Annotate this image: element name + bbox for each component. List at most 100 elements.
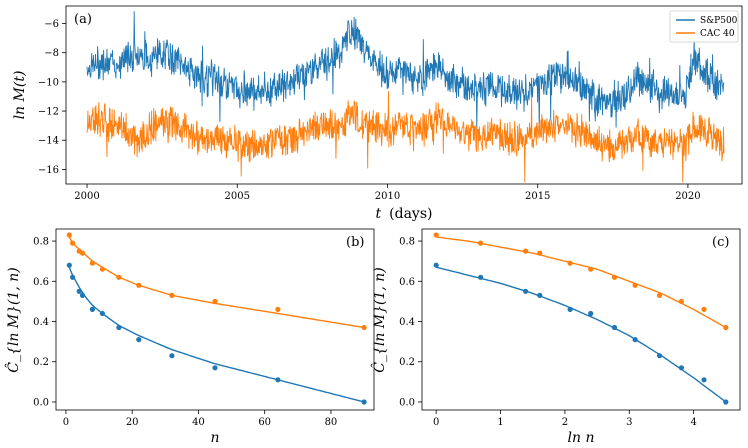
data-point-sp500 — [76, 288, 82, 294]
x-tick-label: 40 — [192, 417, 205, 428]
x-tick-label: 1 — [497, 417, 503, 428]
data-point-cac40 — [212, 298, 218, 304]
x-tick-label: 3 — [626, 417, 632, 428]
data-point-sp500 — [656, 353, 663, 359]
data-point-sp500 — [66, 262, 72, 268]
panel-b-label: (b) — [346, 235, 364, 250]
y-tick-label: 0.2 — [33, 357, 49, 368]
y-tick-label: 0.2 — [399, 357, 415, 368]
data-point-sp500 — [70, 274, 76, 280]
data-point-cac40 — [537, 250, 543, 256]
panel-b-y-label: Ĉ_{ln M}(1, n) — [4, 267, 22, 373]
data-point-sp500 — [723, 399, 729, 405]
data-point-sp500 — [212, 365, 218, 371]
x-tick-label: 2005 — [225, 191, 250, 202]
data-point-sp500 — [89, 306, 95, 312]
panel-a-y-label: ln M(t) — [12, 71, 28, 120]
x-tick-label: 2020 — [675, 191, 700, 202]
data-point-cac40 — [523, 248, 529, 254]
panel-c-correlation-vs-ln-n: 0 1 2 3 4 0.0 0.2 0.4 0.6 0.8 (c) ln n Ĉ_{ln M}(… — [370, 228, 741, 446]
x-tick-label: 0 — [63, 417, 69, 428]
data-point-sp500 — [478, 274, 484, 280]
data-point-cac40 — [136, 282, 142, 288]
data-point-cac40 — [723, 324, 729, 331]
data-point-sp500 — [433, 262, 439, 268]
panel-a-label: (a) — [74, 12, 92, 27]
x-tick-label: 2000 — [74, 191, 99, 202]
data-point-sp500 — [567, 306, 573, 312]
panel-c-x-axis: 0 1 2 3 4 — [433, 410, 697, 428]
x-tick-label: 2 — [562, 417, 568, 428]
x-tick-label: 2010 — [375, 191, 400, 202]
data-point-sp500 — [678, 365, 685, 371]
panel-b-x-axis: 0 20 40 60 80 — [63, 410, 338, 428]
y-tick-label: 0.4 — [33, 317, 49, 328]
data-point-cac40 — [89, 260, 95, 266]
panel-b-correlation-vs-n: 0 20 40 60 80 0.0 0.2 0.4 0.6 0.8 (b) n Ĉ_{ln M}… — [4, 228, 375, 446]
data-point-sp500 — [611, 324, 618, 331]
data-point-cac40 — [361, 324, 367, 331]
y-tick-label: 0.6 — [399, 277, 415, 288]
x-label-variable: t — [376, 206, 382, 222]
panel-c-label: (c) — [712, 235, 729, 250]
y-tick-label: −8 — [44, 48, 59, 59]
data-point-cac40 — [656, 292, 663, 298]
data-point-sp500 — [79, 292, 86, 298]
panel-a-y-axis: −16 −14 −12 −10 −8 −6 — [38, 19, 66, 176]
data-point-cac40 — [567, 260, 573, 266]
panel-a-time-series: 2000 2005 2010 2015 2020 −16 −14 −12 −10 −8 −6 (a… — [12, 5, 743, 222]
data-point-sp500 — [361, 399, 367, 405]
legend-label-cac40: CAC 40 — [700, 29, 735, 39]
y-tick-label: −14 — [38, 136, 59, 147]
legend-box — [669, 10, 739, 43]
panel-c-frame — [421, 228, 741, 411]
panel-b-x-label: n — [210, 430, 219, 446]
data-point-cac40 — [116, 274, 122, 280]
y-tick-label: 0.0 — [33, 397, 49, 408]
panel-a-frame — [65, 5, 743, 185]
panel-c-x-label: ln n — [568, 430, 595, 446]
series-line-sp500 — [86, 11, 725, 132]
data-point-cac40 — [701, 306, 707, 312]
data-point-cac40 — [678, 298, 685, 304]
panel-b-frame — [55, 228, 375, 411]
panel-a-x-axis: 2000 2005 2010 2015 2020 — [74, 184, 701, 202]
x-tick-label: 20 — [126, 417, 139, 428]
data-point-cac40 — [632, 282, 638, 288]
data-point-sp500 — [523, 288, 529, 294]
x-tick-label: 80 — [325, 417, 338, 428]
x-tick-label: 4 — [690, 417, 696, 428]
legend: S&P500 CAC 40 — [669, 10, 739, 43]
panel-a-series — [86, 11, 725, 183]
data-point-cac40 — [433, 232, 439, 238]
y-tick-label: −10 — [38, 77, 59, 88]
fit-line-sp500 — [436, 266, 727, 403]
data-point-sp500 — [99, 310, 105, 317]
x-label-unit: (days) — [389, 206, 432, 222]
panel-c-y-axis: 0.0 0.2 0.4 0.6 0.8 — [399, 237, 422, 408]
x-tick-label: 0 — [433, 417, 439, 428]
x-tick-label: 2015 — [525, 191, 550, 202]
x-tick-label: 60 — [258, 417, 271, 428]
data-point-sp500 — [116, 324, 122, 331]
y-tick-label: −6 — [44, 19, 59, 30]
y-tick-label: 0.4 — [399, 317, 415, 328]
data-point-cac40 — [588, 266, 594, 272]
data-point-cac40 — [79, 250, 86, 256]
panel-a-x-label: t (days) — [376, 205, 433, 222]
data-point-sp500 — [275, 377, 281, 383]
y-tick-label: 0.8 — [399, 237, 415, 248]
data-point-sp500 — [632, 337, 638, 343]
series-line-cac40 — [86, 91, 725, 183]
data-point-cac40 — [99, 266, 105, 272]
fit-line-cac40 — [436, 236, 727, 329]
legend-label-sp500: S&P500 — [700, 16, 738, 26]
fit-line-cac40 — [68, 236, 365, 329]
data-point-cac40 — [275, 306, 281, 312]
data-point-sp500 — [136, 337, 142, 343]
y-tick-label: 0.0 — [399, 397, 415, 408]
panel-b-y-axis: 0.0 0.2 0.4 0.6 0.8 — [33, 237, 56, 408]
y-tick-label: 0.6 — [33, 277, 49, 288]
y-tick-label: 0.8 — [33, 237, 49, 248]
